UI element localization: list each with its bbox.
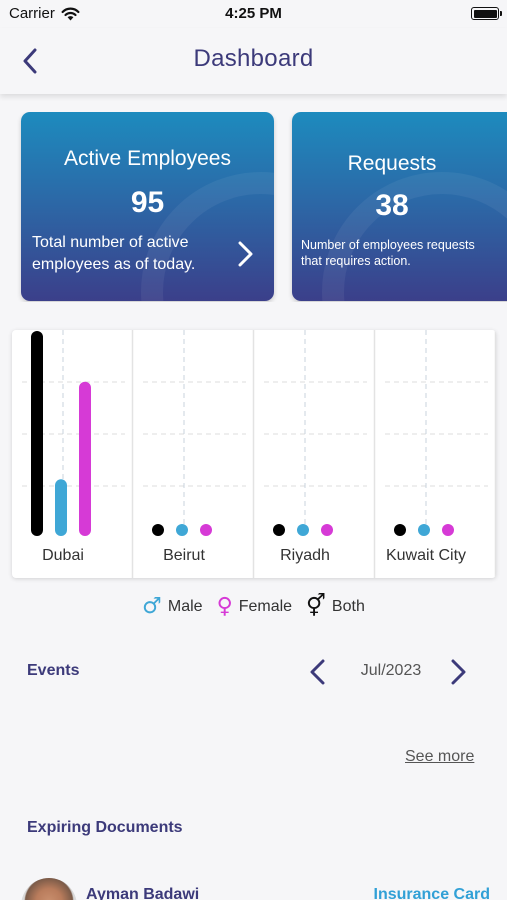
bar-female-beirut xyxy=(176,524,188,536)
card-description-line: Number of employees requests xyxy=(301,238,475,252)
legend-item-both: ⚥ Both xyxy=(306,596,365,618)
bar-both-riyadh xyxy=(321,524,333,536)
bar-male-kuwait-city xyxy=(394,524,406,536)
male-icon: ♂ xyxy=(142,594,162,619)
previous-month-button[interactable] xyxy=(306,659,330,685)
see-more-link[interactable]: See more xyxy=(405,748,475,765)
document-type: Insurance Card xyxy=(373,886,490,900)
card-description: Number of employees requests that requir… xyxy=(301,237,475,269)
back-button[interactable] xyxy=(14,45,46,77)
carrier-info: Carrier xyxy=(9,5,80,22)
legend-label: Male xyxy=(167,598,203,615)
bar-both-dubai xyxy=(79,381,91,536)
card-title: Active Employees xyxy=(64,147,231,170)
chevron-left-icon xyxy=(23,48,37,74)
card-description-line: employees as of today. xyxy=(32,256,196,273)
category-label: Riyadh xyxy=(280,547,330,564)
navigation-bar: Dashboard xyxy=(0,28,507,94)
card-description: Total number of active employees as of t… xyxy=(32,232,195,276)
wifi-icon xyxy=(61,7,80,20)
summary-cards: Active Employees 95 Total number of acti… xyxy=(0,112,507,302)
bar-female-dubai xyxy=(55,479,67,536)
legend-label: Female xyxy=(238,598,293,615)
bar-male-beirut xyxy=(152,524,164,536)
requests-card[interactable]: Requests 38 Number of employees requests… xyxy=(292,112,507,301)
expiring-document-row[interactable]: Ayman Badawi Insurance Card xyxy=(0,872,507,900)
carrier-label: Carrier xyxy=(9,5,55,22)
legend-item-male: ♂ Male xyxy=(142,596,202,618)
avatar xyxy=(21,878,77,900)
month-label: Jul/2023 xyxy=(360,662,422,679)
next-month-button[interactable] xyxy=(446,659,470,685)
active-employees-card[interactable]: Active Employees 95 Total number of acti… xyxy=(21,112,274,301)
events-title: Events xyxy=(27,662,80,679)
chevron-right-icon[interactable] xyxy=(234,240,258,268)
status-bar: Carrier 4:25 PM xyxy=(0,0,507,28)
card-description-line: Total number of active xyxy=(32,234,189,251)
legend-label: Both xyxy=(331,598,365,615)
status-time: 4:25 PM xyxy=(225,5,282,22)
bar-female-kuwait-city xyxy=(418,524,430,536)
bar-male-riyadh xyxy=(273,524,285,536)
bar-female-riyadh xyxy=(297,524,309,536)
chart-canvas: Dubai Beirut Riyadh Kuwait City xyxy=(22,330,496,578)
expiring-documents-title: Expiring Documents xyxy=(27,819,183,836)
legend-item-female: ♀ Female xyxy=(217,596,292,618)
battery-icon xyxy=(471,7,502,20)
employee-name: Ayman Badawi xyxy=(86,886,200,900)
bar-both-kuwait-city xyxy=(442,524,454,536)
bar-male-dubai xyxy=(31,331,43,536)
employees-by-city-chart: Dubai Beirut Riyadh Kuwait City xyxy=(12,330,496,578)
card-value: 95 xyxy=(130,186,165,219)
bar-both-beirut xyxy=(200,524,212,536)
card-value: 38 xyxy=(375,189,409,222)
card-title: Requests xyxy=(347,152,437,175)
female-icon: ♀ xyxy=(216,594,233,619)
category-label: Dubai xyxy=(42,547,84,564)
chart-legend: ♂ Male ♀ Female ⚥ Both xyxy=(0,596,507,618)
category-label: Beirut xyxy=(163,547,205,564)
category-label: Kuwait City xyxy=(386,547,466,564)
card-description-line: that requires action. xyxy=(301,254,411,268)
both-icon: ⚥ xyxy=(306,594,326,619)
page-title: Dashboard xyxy=(193,45,314,72)
